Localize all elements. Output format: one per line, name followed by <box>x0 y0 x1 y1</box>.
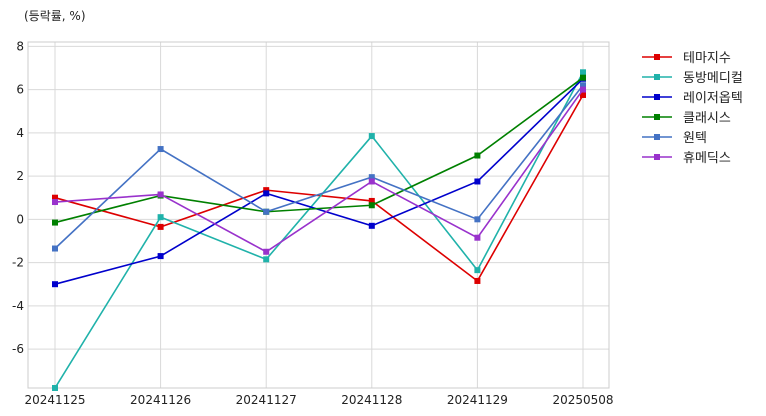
x-tick-label: 20241128 <box>341 393 402 407</box>
legend-item: 원텍 <box>642 131 707 146</box>
legend-label: 테마지수 <box>683 51 731 66</box>
legend-marker <box>654 54 660 60</box>
data-point <box>474 267 481 274</box>
data-point <box>368 197 375 204</box>
y-tick-label: 6 <box>16 83 24 97</box>
legend-marker <box>654 94 660 100</box>
legend-item: 레이저옵텍 <box>642 91 743 106</box>
data-point <box>368 174 375 181</box>
y-tick-label: -4 <box>12 299 24 313</box>
data-point <box>580 69 586 76</box>
series-line <box>54 77 584 224</box>
legend-label: 동방메디컬 <box>683 71 743 86</box>
x-tick-label: 20241129 <box>447 393 508 407</box>
data-point <box>263 190 270 197</box>
series-line <box>54 78 584 285</box>
data-point <box>52 199 58 206</box>
series-3 <box>52 74 586 226</box>
series-line <box>54 89 584 253</box>
data-point <box>580 86 586 93</box>
y-axis-label: (등락률, %) <box>24 9 86 23</box>
y-tick-label: 2 <box>16 169 24 183</box>
x-tick-label: 20241126 <box>130 393 191 407</box>
y-tick-label: 0 <box>16 212 24 226</box>
data-point <box>52 281 58 288</box>
legend-label: 휴메딕스 <box>683 151 731 166</box>
data-point <box>474 277 481 284</box>
legend-marker <box>654 154 660 160</box>
data-point <box>52 385 58 391</box>
data-point <box>263 208 270 215</box>
legend-label: 클래시스 <box>683 111 731 126</box>
series-line <box>54 94 584 283</box>
data-point <box>580 91 586 98</box>
series-1 <box>52 69 586 391</box>
data-point <box>368 202 375 209</box>
data-point <box>368 178 375 185</box>
data-point <box>580 82 586 89</box>
legend-item: 휴메딕스 <box>642 151 731 166</box>
data-point <box>474 152 481 159</box>
legend-item: 동방메디컬 <box>642 71 743 86</box>
data-point <box>157 191 164 198</box>
data-point <box>52 219 58 226</box>
x-tick-label: 20241127 <box>236 393 297 407</box>
legend-marker <box>654 134 660 140</box>
series-0 <box>52 91 586 284</box>
series-2 <box>52 75 586 288</box>
data-point <box>263 256 270 263</box>
series-group <box>52 69 586 391</box>
legend-item: 테마지수 <box>642 51 731 66</box>
legend-label: 원텍 <box>683 131 707 146</box>
data-point <box>474 216 481 223</box>
y-tick-label: 4 <box>16 126 24 140</box>
x-tick-label: 20241125 <box>24 393 85 407</box>
y-axis: -6 -4 -2 0 2 4 6 8 <box>12 39 24 356</box>
y-tick-label: -2 <box>12 256 24 270</box>
data-point <box>474 178 481 185</box>
series-line <box>54 71 584 389</box>
data-point <box>157 223 164 230</box>
legend-label: 레이저옵텍 <box>683 91 743 106</box>
series-4 <box>52 82 586 252</box>
series-5 <box>52 86 586 255</box>
grid <box>28 42 609 388</box>
data-point <box>52 245 58 252</box>
data-point <box>368 222 375 229</box>
y-tick-label: -6 <box>12 342 24 356</box>
data-point <box>263 248 270 255</box>
data-point <box>52 194 58 201</box>
data-point <box>474 234 481 241</box>
data-point <box>157 253 164 260</box>
data-point <box>157 214 164 221</box>
legend-marker <box>654 74 660 80</box>
data-point <box>263 187 270 194</box>
data-point <box>580 74 586 81</box>
y-tick-label: 8 <box>16 39 24 53</box>
x-axis: 20241125 20241126 20241127 20241128 20241129… <box>24 393 613 407</box>
legend-marker <box>654 114 660 120</box>
plot-area <box>27 41 610 389</box>
series-line <box>54 84 584 250</box>
data-point <box>157 146 164 153</box>
data-point <box>368 133 375 140</box>
legend-item: 클래시스 <box>642 111 731 126</box>
x-tick-label: 20250508 <box>552 393 613 407</box>
